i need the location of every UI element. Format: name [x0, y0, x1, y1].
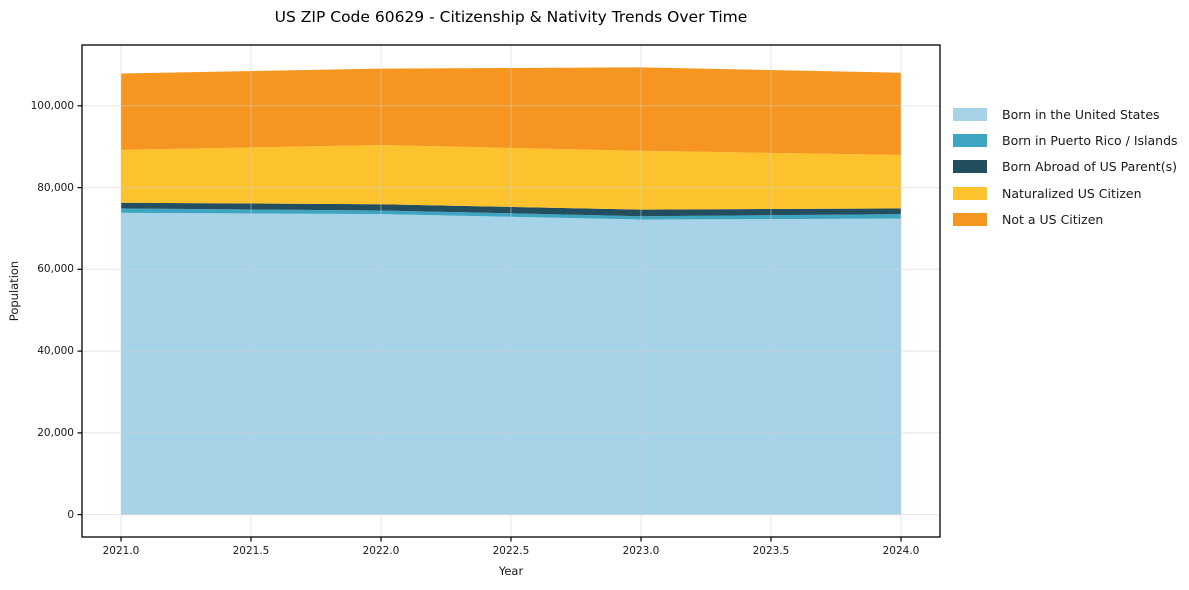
x-tick-label: 2022.0 [362, 545, 400, 557]
legend-item-born-in-the-united-states: Born in the United States [953, 104, 1160, 124]
gridlines [82, 45, 940, 537]
legend-item-not-a-us-citizen: Not a US Citizen [953, 210, 1103, 230]
legend-swatch-icon [953, 160, 987, 174]
legend-label: Born Abroad of US Parent(s) [1002, 159, 1177, 175]
y-tick-label: 60,000 [37, 263, 74, 276]
legend-swatch-icon [953, 186, 987, 200]
y-tick-label: 40,000 [37, 345, 74, 358]
y-tick-label: 80,000 [37, 181, 74, 194]
y-tick-label: 0 [67, 508, 74, 521]
x-tick-label: 2024.0 [882, 545, 920, 557]
legend-label: Born in Puerto Rico / Islands [1002, 132, 1178, 148]
legend-label: Not a US Citizen [1002, 212, 1104, 228]
legend-label: Naturalized US Citizen [1002, 185, 1142, 201]
legend-swatch-icon [953, 107, 987, 121]
x-axis-label: Year [498, 564, 524, 578]
tick-marks [77, 105, 902, 542]
y-tick-label: 20,000 [37, 426, 74, 439]
x-tick-label: 2021.5 [232, 545, 270, 557]
x-tick-label: 2023.0 [622, 545, 660, 557]
chart-title: US ZIP Code 60629 - Citizenship & Nativi… [274, 8, 748, 26]
legend-item-born-in-puerto-rico-islands: Born in Puerto Rico / Islands [953, 130, 1178, 150]
y-tick-label: 100,000 [30, 99, 74, 112]
x-tick-label: 2022.5 [492, 545, 530, 557]
legend-item-naturalized-us-citizen: Naturalized US Citizen [953, 183, 1142, 203]
legend-item-born-abroad-of-us-parent-s: Born Abroad of US Parent(s) [953, 157, 1177, 177]
legend-swatch-icon [953, 133, 987, 147]
legend-label: Born in the United States [1002, 106, 1160, 122]
x-tick-label: 2021.0 [102, 545, 140, 557]
x-tick-label: 2023.5 [752, 545, 790, 557]
legend-swatch-icon [953, 213, 987, 227]
